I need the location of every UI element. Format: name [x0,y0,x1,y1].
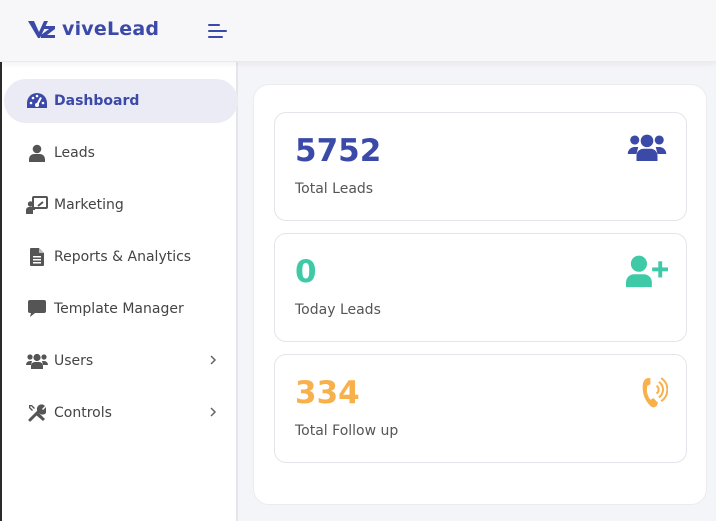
sidebar-item-label: Dashboard [54,93,140,109]
sidebar-item-label: Reports & Analytics [54,249,192,265]
sidebar-item-label: Users [54,353,94,369]
stat-label: Total Leads [295,181,374,197]
sidebar-item-dashboard[interactable]: Dashboard [4,79,238,123]
hamburger-icon [208,24,220,26]
stat-card-today-leads[interactable]: 0 Today Leads [274,233,687,342]
brand-logo[interactable]: viveLead [28,18,159,40]
sidebar: Dashboard Leads Marketing [0,62,238,521]
chevron-right-icon [210,407,217,417]
brand-name: viveLead [62,18,160,40]
stat-card-total-follow-up[interactable]: 334 Total Follow up [274,354,687,463]
sidebar-item-controls[interactable]: Controls [4,391,238,435]
sidebar-item-leads[interactable]: Leads [4,131,238,175]
stat-label: Today Leads [295,302,381,318]
stat-card-total-leads[interactable]: 5752 Total Leads [274,112,687,221]
stat-label: Total Follow up [295,423,399,439]
user-plus-icon [626,255,668,288]
document-icon [26,246,48,268]
sidebar-item-users[interactable]: Users [4,339,238,383]
sidebar-item-template-manager[interactable]: Template Manager [4,287,238,331]
top-header: viveLead [0,0,716,62]
phone-volume-icon [642,377,668,408]
sidebar-item-label: Leads [54,145,95,161]
sidebar-item-reports-analytics[interactable]: Reports & Analytics [4,235,238,279]
vivelead-logo-icon [28,21,55,38]
sidebar-item-marketing[interactable]: Marketing [4,183,238,227]
hamburger-icon-line [208,36,223,38]
presentation-icon [26,194,48,216]
hamburger-icon-line [208,30,227,32]
sidebar-item-label: Controls [54,405,112,421]
dashboard-content: 5752 Total Leads 0 Today Leads 334 Total… [253,84,707,505]
users-icon [627,134,667,161]
tools-icon [26,402,48,424]
users-icon [26,350,48,372]
sidebar-item-label: Marketing [54,197,124,213]
sidebar-item-label: Template Manager [54,301,184,317]
chevron-right-icon [210,355,217,365]
tachometer-icon [26,90,48,112]
stat-value: 0 [295,254,317,290]
comment-icon [26,298,48,320]
stat-value: 334 [295,375,360,411]
menu-toggle-button[interactable] [208,22,230,40]
stat-value: 5752 [295,133,382,169]
user-icon [26,142,48,164]
